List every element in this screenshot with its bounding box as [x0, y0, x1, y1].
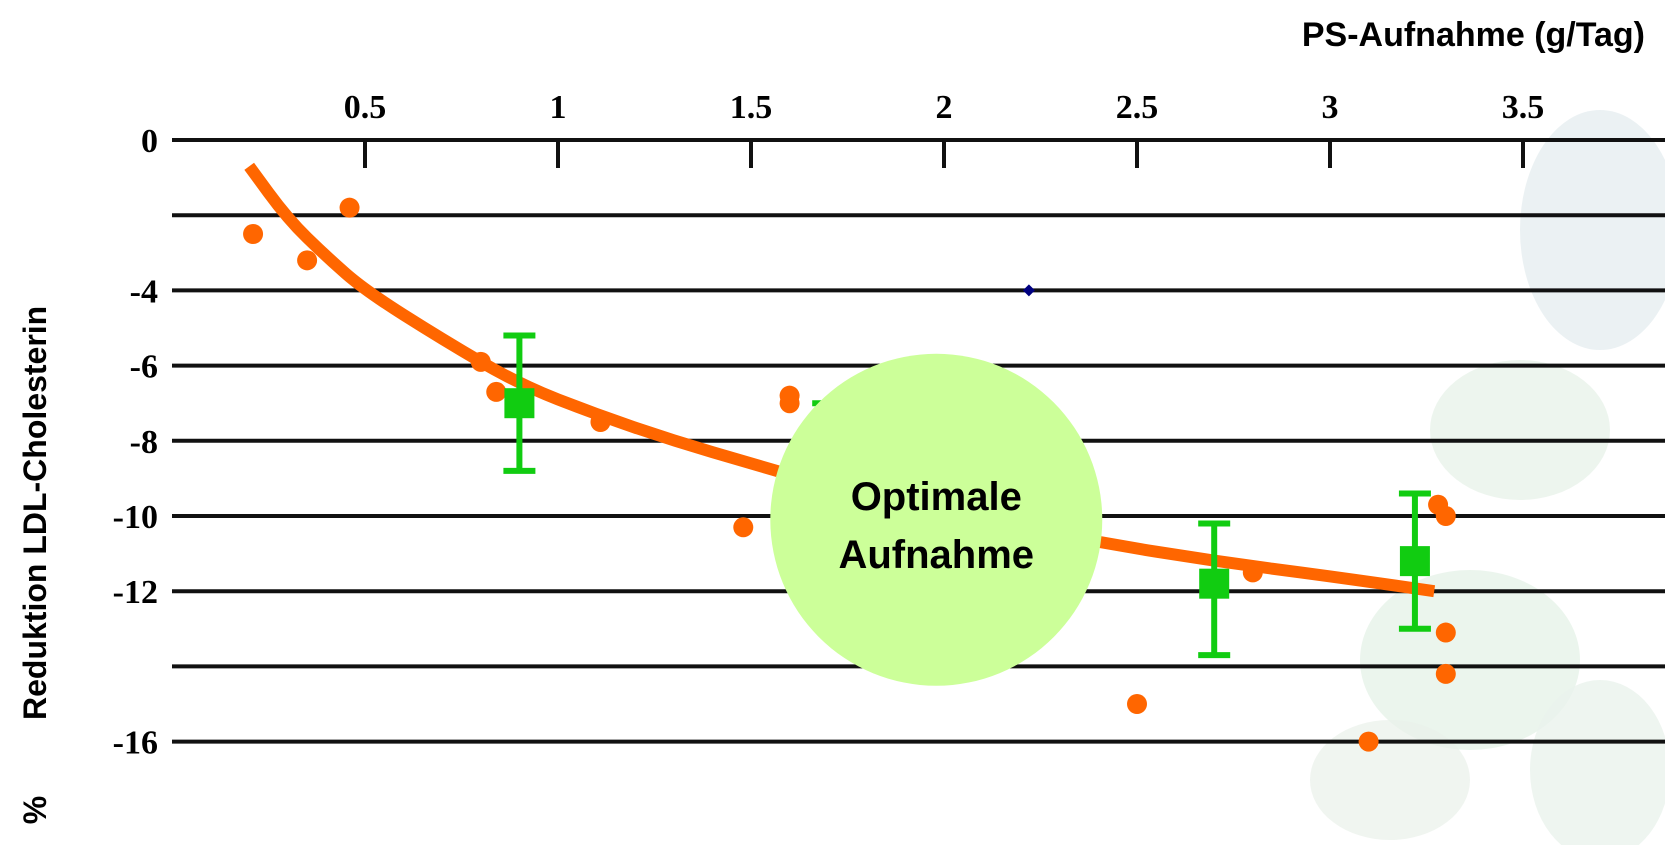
y-tick-label: -16 — [113, 725, 158, 762]
scatter-point — [470, 351, 491, 372]
x-tick-label: 2 — [936, 89, 953, 126]
y-tick-label: -4 — [130, 273, 158, 310]
x-tick-label: 1 — [550, 89, 567, 126]
scatter-point — [297, 250, 318, 271]
fit-curve — [244, 162, 1436, 598]
scatter-point — [779, 393, 800, 414]
x-tick-label: 3 — [1322, 89, 1339, 126]
optimal-intake-bubble: Optimale Aufnahme — [770, 353, 1103, 686]
mean-errorbar — [503, 332, 536, 474]
fit-curve-layer — [244, 162, 1436, 598]
scatter-point — [1358, 731, 1379, 752]
small-diamond-marker — [1022, 284, 1035, 297]
scatter-point — [339, 197, 360, 218]
y-tick-label: -8 — [130, 424, 158, 461]
y-tick-labels: 0 -4 -6 -8 -10 -12 -16 — [113, 123, 158, 762]
mean-errorbar — [1198, 520, 1231, 659]
scatter-point — [1435, 663, 1456, 684]
scatter-point — [1242, 562, 1263, 583]
scatter-point — [1127, 694, 1147, 714]
scatter-point — [1435, 622, 1456, 643]
scatter-point — [486, 381, 507, 402]
optimal-intake-circle — [770, 353, 1103, 686]
x-tick-label: 0.5 — [344, 89, 387, 126]
small-marker-layer — [1022, 284, 1035, 297]
y-tick-label: 0 — [141, 123, 158, 160]
y-tick-label: -12 — [113, 574, 158, 611]
mean-errorbar — [1398, 490, 1431, 632]
bubble-label-line1: Optimale — [851, 475, 1022, 519]
scatter-point — [1435, 506, 1456, 526]
y-tick-label: -10 — [113, 499, 158, 536]
bubble-label-line2: Aufnahme — [838, 533, 1034, 577]
x-tick-label: 3.5 — [1502, 89, 1545, 126]
y-tick-label: -6 — [130, 349, 158, 386]
y-axis-percent-sign: % — [17, 796, 53, 824]
scatter-point — [243, 224, 264, 244]
x-tick-labels: 0.5 1 1.5 2 2.5 3 3.5 — [344, 89, 1545, 126]
scatter-point — [733, 517, 754, 538]
x-axis-ticks — [363, 140, 1525, 168]
scatter-point — [590, 412, 611, 432]
x-axis-title: PS-Aufnahme (g/Tag) — [1302, 16, 1645, 54]
x-tick-label: 1.5 — [730, 89, 773, 126]
y-axis-title: Reduktion LDL-Cholesterin — [17, 306, 53, 720]
x-tick-label: 2.5 — [1116, 89, 1159, 126]
